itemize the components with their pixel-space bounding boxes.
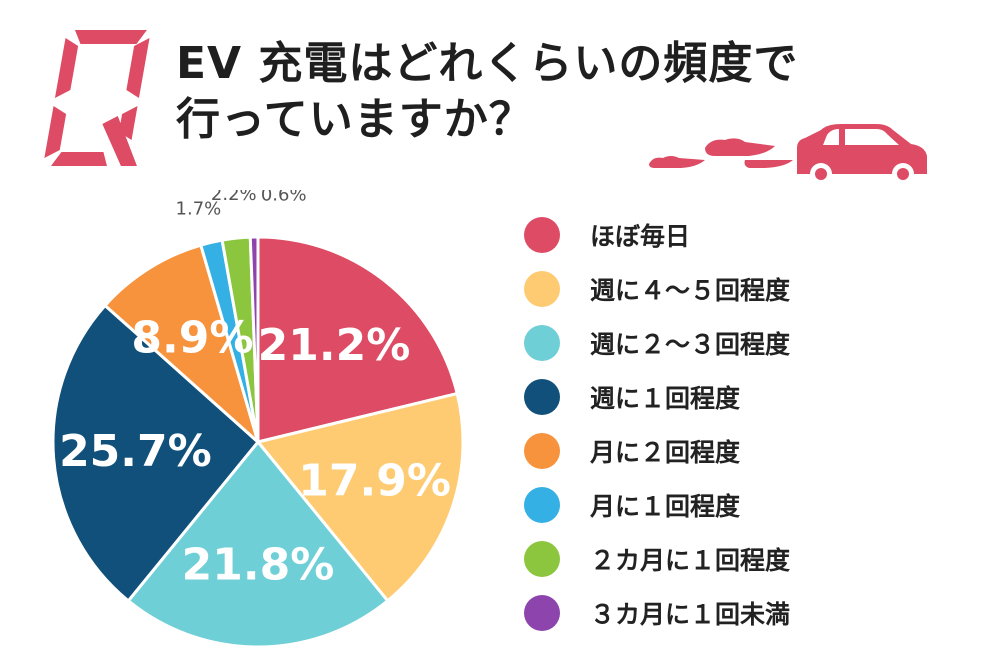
legend-item-4: 週に１回程度	[524, 370, 790, 424]
legend-item-2: 週に４〜５回程度	[524, 262, 790, 316]
legend-swatch-5	[524, 433, 560, 469]
legend-label-6: 月に１回程度	[590, 492, 741, 521]
legend-label-4: 週に１回程度	[590, 384, 741, 413]
car-window-rear	[823, 129, 839, 145]
car-icon	[649, 124, 927, 185]
legend-item-3: 週に２〜３回程度	[524, 316, 790, 370]
legend-item-8: ３カ月に１回未満	[524, 586, 790, 640]
legend-swatch-7	[524, 541, 560, 577]
pie-label-5: 8.9%	[131, 312, 253, 363]
legend-item-7: ２カ月に１回程度	[524, 532, 790, 586]
pie-slice-4	[51, 303, 260, 603]
car-wheel-front-hub	[897, 168, 909, 180]
legend-label-2: 週に４〜５回程度	[590, 276, 791, 305]
legend-swatch-3	[524, 325, 560, 361]
legend-label-8: ３カ月に１回未満	[590, 600, 791, 629]
pie-label-6: 1.7%	[176, 198, 222, 219]
pie-label-4: 25.7%	[59, 426, 212, 477]
legend-swatch-2	[524, 271, 560, 307]
legend-swatch-1	[524, 217, 560, 253]
pie-slice-2	[256, 392, 465, 603]
pie-label-8: 0.6%	[261, 190, 307, 206]
pie-slice-3	[126, 440, 390, 649]
pie-label-1: 21.2%	[258, 320, 411, 371]
pie-label-7: 2.2%	[211, 190, 257, 205]
car-wheel-rear-hub	[815, 168, 827, 180]
motion-streak-2	[705, 138, 775, 156]
legend-label-5: 月に２回程度	[590, 438, 741, 467]
pie-slice-1	[256, 235, 459, 444]
motion-streak-1	[649, 156, 705, 168]
car-window-front	[845, 129, 899, 145]
question-q-icon: Q	[44, 30, 150, 166]
title-line-2: 行っていますか？	[176, 94, 534, 145]
legend-label-3: 週に２〜３回程度	[590, 330, 791, 359]
legend-item-6: 月に１回程度	[524, 478, 790, 532]
legend-label-7: ２カ月に１回程度	[590, 546, 791, 575]
pie-label-3: 21.8%	[182, 540, 335, 591]
page-title: EV 充電はどれくらいの頻度で 行っていますか？	[176, 36, 798, 148]
legend-swatch-8	[524, 595, 560, 631]
title-line-1: EV 充電はどれくらいの頻度で	[176, 38, 799, 89]
legend: ほぼ毎日週に４〜５回程度 週に２〜３回程度 週に１回程度 月に２回程度 月に１回程度 ２カ…	[524, 208, 790, 640]
pie-slice-8	[248, 235, 260, 444]
pie-slice-5	[103, 243, 260, 444]
motion-streak-3	[744, 160, 793, 168]
legend-label-1: ほぼ毎日	[590, 222, 691, 251]
legend-swatch-6	[524, 487, 560, 523]
legend-item-5: 月に２回程度	[524, 424, 790, 478]
legend-item-1: ほぼ毎日	[524, 208, 790, 262]
pie-chart: 21.2% 17.9% 21.8% 25.7% 8.9% 1.7%2.2% 0.6%	[51, 190, 465, 649]
legend-swatch-4	[524, 379, 560, 415]
pie-label-2: 17.9%	[298, 456, 451, 507]
